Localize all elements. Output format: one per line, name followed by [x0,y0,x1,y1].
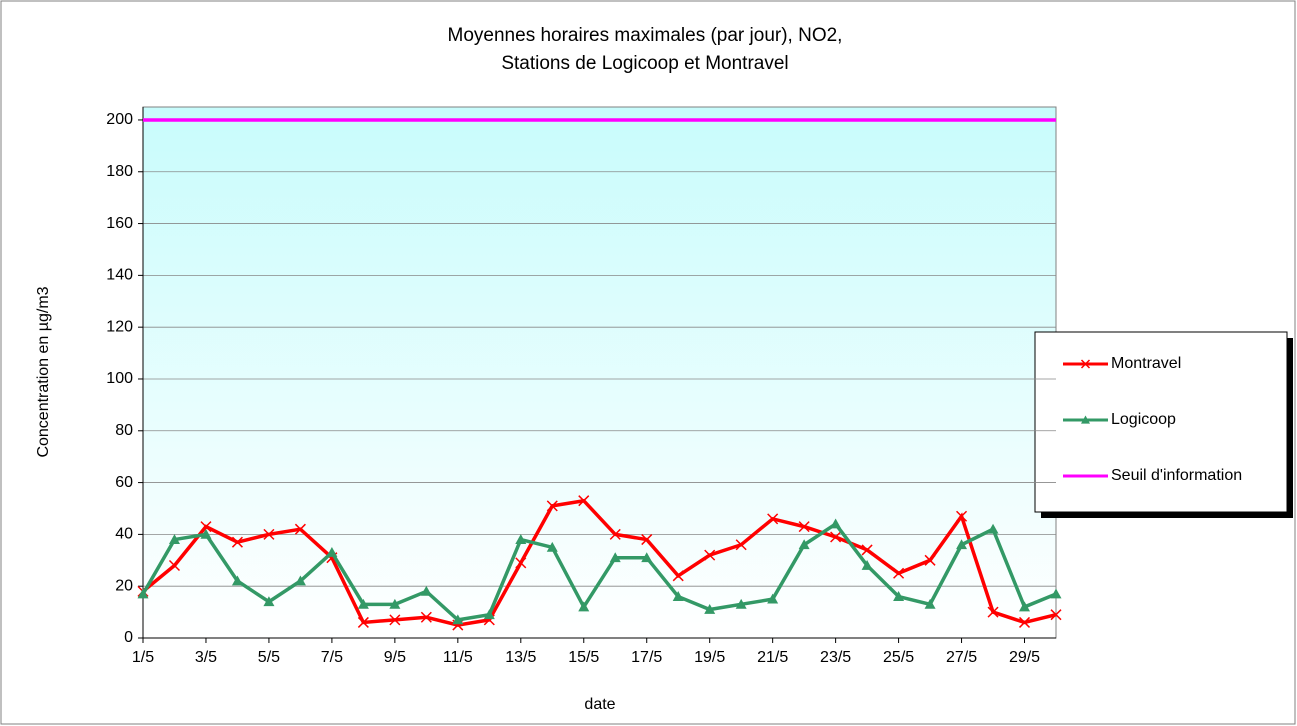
data-point [735,539,747,551]
data-point [326,547,338,557]
y-tick-label: 140 [106,267,133,284]
series-line [141,498,1057,627]
data-point [578,601,590,612]
x-tick-label: 5/5 [258,649,280,666]
legend-label: Logicoop [1111,411,1176,428]
data-point [389,614,401,626]
data-point [546,500,558,512]
y-tick-label: 60 [115,474,133,491]
y-tick-label: 160 [106,215,133,232]
y-tick-label: 120 [106,318,133,335]
data-point [641,552,653,563]
x-tick-label: 21/5 [757,649,788,666]
data-point [1050,609,1062,621]
data-point [168,559,181,572]
data-point [987,523,999,534]
data-point [641,534,653,546]
data-point [483,609,495,620]
data-point [231,575,243,586]
x-tick-label: 17/5 [631,649,662,666]
y-tick-label: 40 [115,526,133,543]
data-point [420,611,432,623]
data-point [609,528,621,540]
legend [1034,331,1288,513]
data-point [924,598,936,609]
data-point [294,523,306,535]
legend-label: Montravel [1111,355,1181,372]
data-point [861,544,873,556]
chart-title: Moyennes horaires maximales (par jour), … [448,25,843,46]
data-point [798,539,810,550]
x-tick-label: 11/5 [443,649,473,666]
plot-area [142,106,1057,639]
data-point [515,557,527,569]
data-point [168,534,180,544]
x-axis-label: date [584,696,615,713]
chart-title: Stations de Logicoop et Montravel [501,53,788,74]
data-point [294,575,306,586]
y-tick-label: 0 [124,629,133,646]
x-tick-label: 19/5 [694,649,725,666]
x-tick-label: 15/5 [568,649,599,666]
data-point [704,549,716,561]
data-point [704,604,716,614]
data-point [956,539,968,550]
x-tick-label: 7/5 [321,649,343,666]
data-point [672,570,684,582]
data-point [263,596,275,607]
data-point [200,528,212,539]
data-point [893,591,905,601]
data-point [578,495,590,507]
y-tick-label: 100 [106,370,133,387]
data-point [767,513,779,525]
data-point [231,536,243,548]
data-point [263,528,275,540]
data-point [924,554,936,566]
data-point [987,606,999,618]
data-point [861,559,873,570]
legend-label: Seuil d'information [1111,467,1242,484]
y-axis-label: Concentration en µg/m3 [35,286,52,457]
data-point [893,567,905,579]
x-tick-label: 3/5 [195,649,217,666]
data-point [609,552,621,563]
x-tick-label: 27/5 [946,649,977,666]
y-tick-label: 80 [115,422,133,439]
data-point [1019,601,1031,612]
data-point [956,510,968,522]
x-tick-label: 1/5 [132,649,154,666]
y-tick-label: 20 [115,577,133,594]
x-tick-label: 23/5 [820,649,851,666]
data-point [1018,616,1031,628]
y-tick-label: 200 [106,111,133,128]
data-point [735,598,747,609]
legend-marker [1081,415,1090,424]
y-tick-label: 180 [106,163,133,180]
data-point [357,598,369,609]
data-point [672,591,684,601]
data-point [830,518,842,529]
data-point [357,616,369,628]
legend-marker [1080,359,1091,369]
data-point [798,521,810,533]
data-point [515,534,527,544]
x-tick-label: 29/5 [1009,649,1040,666]
data-point [200,521,212,533]
data-point [767,593,779,604]
data-point [546,541,558,552]
data-point [452,614,464,625]
series-line [141,521,1057,622]
data-point [420,585,432,596]
data-point [1050,588,1062,599]
x-tick-label: 9/5 [384,649,406,666]
data-point [389,598,401,609]
data-point [830,531,842,543]
data-point [137,588,149,599]
x-tick-label: 13/5 [505,649,536,666]
x-tick-label: 25/5 [883,649,914,666]
